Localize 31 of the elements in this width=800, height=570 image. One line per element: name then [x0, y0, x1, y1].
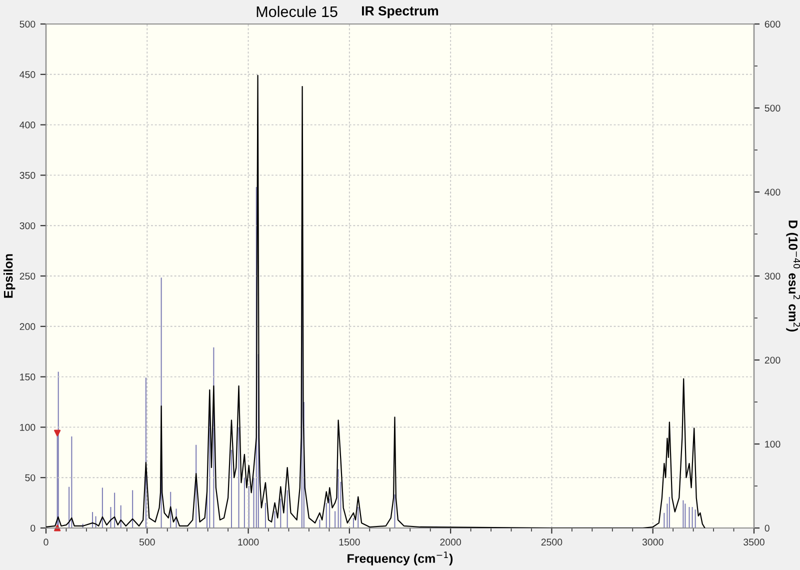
chart-subtitle: Molecule 15: [256, 6, 338, 18]
y2-tick-label: 300: [764, 272, 780, 280]
x-tick-label: 3000: [642, 538, 664, 546]
y2-tick-label: 0: [764, 524, 770, 532]
y2-tick-label: 400: [764, 188, 780, 196]
x-tick-label: 0: [44, 538, 48, 546]
x-tick-label: 2000: [440, 538, 462, 546]
y-tick-label: 200: [20, 323, 36, 330]
y2-tick-label: 600: [764, 20, 780, 28]
y-tick-label: 250: [20, 272, 36, 280]
y-tick-label: 450: [20, 71, 36, 78]
y-tick-label: 400: [20, 122, 36, 128]
x-tick-label: 1000: [238, 538, 259, 546]
x-tick-label: 2500: [541, 538, 562, 546]
y-axis-title: Epsilon: [4, 254, 16, 298]
y-tick-label: 300: [20, 222, 36, 230]
y-tick-label: 100: [20, 424, 36, 431]
y2-tick-label: 500: [764, 104, 780, 112]
y-tick-label: 350: [20, 172, 36, 179]
y-tick-label: 150: [20, 374, 36, 380]
x-tick-label: 3500: [744, 538, 764, 546]
chart-title: IR Spectrum: [362, 6, 438, 18]
x-tick-label: 1500: [339, 538, 360, 546]
y2-tick-label: 200: [764, 356, 780, 364]
x-tick-label: 500: [139, 538, 155, 546]
x-axis-title: Frequency (cm$^{−1}$): [348, 552, 453, 566]
y2-tick-label: 100: [765, 440, 780, 448]
y-tick-label: 500: [20, 20, 36, 28]
y-tick-label: 50: [25, 474, 36, 482]
y-tick-label: 0: [30, 524, 36, 532]
y2-axis-title: D (10$^{−40}$ esu$^{2}$ cm$^{2}$): [786, 220, 800, 332]
